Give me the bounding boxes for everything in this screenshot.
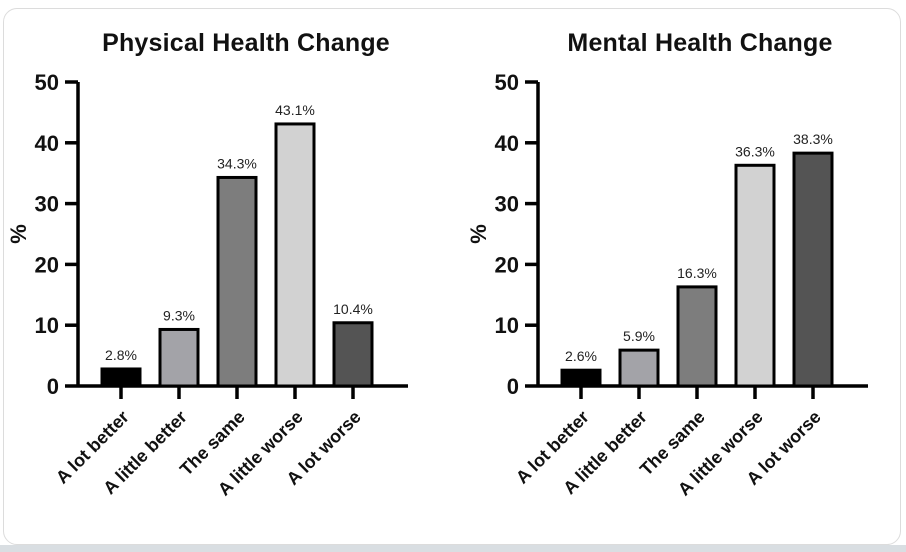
y-tick-label: 40 [35, 131, 59, 156]
y-tick-label: 20 [35, 252, 59, 277]
y-tick-label: 30 [35, 192, 59, 217]
bar [158, 327, 200, 388]
bar [100, 367, 142, 388]
figure-card: Physical Health Change 0 10 20 30 40 50% 2.8% A… [3, 8, 901, 545]
y-tick-label: 10 [35, 313, 59, 338]
bar [792, 151, 834, 388]
y-tick-label: 40 [495, 131, 519, 156]
y-tick-label: 0 [507, 374, 519, 399]
page-bottom-strip [0, 545, 906, 552]
bar-value-label: 9.3% [163, 307, 195, 323]
y-tick-label: 50 [35, 70, 59, 95]
bar-value-label: 5.9% [623, 328, 655, 344]
y-tick-label: 20 [495, 252, 519, 277]
bar-value-label: 16.3% [677, 265, 717, 281]
y-tick-label: 50 [495, 70, 519, 95]
chart-title: Physical Health Change [102, 29, 390, 57]
y-axis-title: % [466, 224, 491, 244]
bar [274, 122, 316, 388]
y-tick-label: 30 [495, 192, 519, 217]
chart-title: Mental Health Change [567, 29, 833, 57]
bar [676, 285, 718, 388]
bar [332, 321, 374, 388]
bar-value-label: 2.6% [565, 348, 597, 364]
bar-value-label: 2.8% [105, 347, 137, 363]
physical-health-chart: Physical Health Change 0 10 20 30 40 50% 2.8% A… [4, 17, 452, 518]
bar-value-label: 38.3% [793, 131, 833, 147]
bar-value-label: 43.1% [275, 102, 315, 118]
bar-value-label: 34.3% [217, 155, 257, 171]
y-axis-title: % [6, 224, 31, 244]
bar [560, 368, 602, 388]
mental-health-chart: Mental Health Change 0 10 20 30 40 50% 2.6% A l… [452, 17, 900, 518]
y-tick-label: 0 [47, 374, 59, 399]
bar [216, 175, 258, 388]
y-tick-label: 10 [495, 313, 519, 338]
bar [618, 348, 660, 388]
bar-value-label: 10.4% [333, 301, 373, 317]
bar [734, 163, 776, 388]
bar-value-label: 36.3% [735, 143, 775, 159]
